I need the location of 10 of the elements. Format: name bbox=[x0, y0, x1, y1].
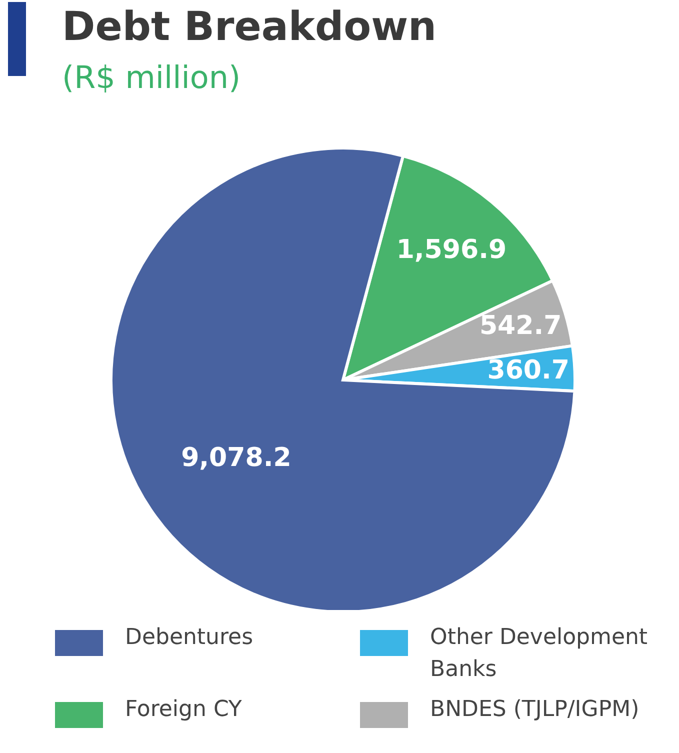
legend-label: Other Development Banks bbox=[430, 624, 649, 684]
legend-label: Foreign CY bbox=[125, 696, 242, 724]
data-label: 1,596.9 bbox=[396, 234, 507, 265]
data-label: 9,078.2 bbox=[181, 442, 292, 473]
data-label: 542.7 bbox=[479, 311, 562, 342]
legend-label: Debentures bbox=[125, 624, 254, 652]
chart-title: Debt Breakdown bbox=[62, 4, 436, 50]
data-label: 360.7 bbox=[487, 356, 570, 386]
legend-label: BNDES (TJLP/IGPM) bbox=[430, 696, 640, 724]
chart-subtitle: (R$ million) bbox=[62, 60, 241, 96]
